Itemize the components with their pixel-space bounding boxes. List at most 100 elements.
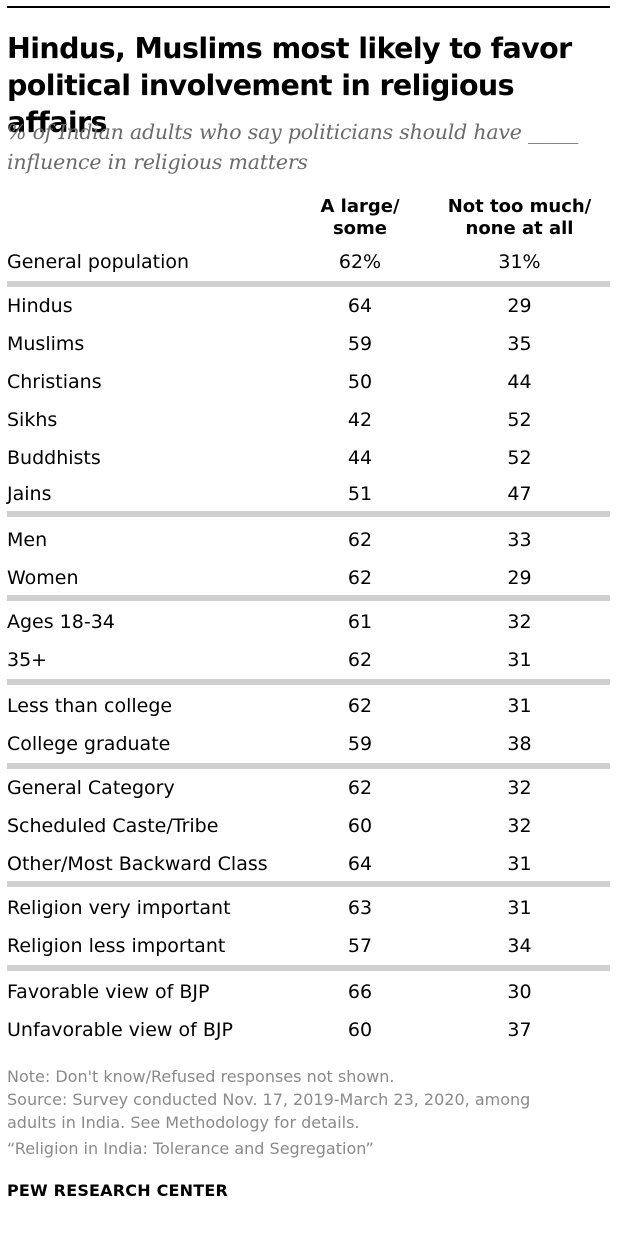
- table-row: Men 62 33: [0, 525, 620, 555]
- table-row: Religion very important 63 31: [0, 893, 620, 923]
- value-not-too-much: 44: [507, 371, 532, 393]
- value-large-some: 62: [347, 695, 373, 717]
- column-header-line: Not too much/: [447, 196, 592, 217]
- brand-logo-text: PEW RESEARCH CENTER: [7, 1181, 229, 1200]
- value-large-some: 44: [347, 447, 373, 469]
- row-label: Women: [7, 567, 79, 589]
- value-large-some: 62: [347, 529, 373, 551]
- title-line-1: Hindus, Muslims most likely to favor: [7, 32, 572, 65]
- report-title-line: “Religion in India: Tolerance and Segreg…: [7, 1139, 374, 1158]
- value-large-some: 64: [347, 853, 373, 875]
- subtitle-line-2: influence in religious matters: [7, 150, 308, 174]
- chart-title: Hindus, Muslims most likely to favor pol…: [7, 30, 613, 141]
- row-label: Less than college: [7, 695, 173, 717]
- row-label: Religion less important: [7, 935, 226, 957]
- value-not-too-much: 34: [507, 935, 532, 957]
- row-label: Christians: [7, 371, 102, 393]
- value-large-some: 59: [347, 333, 373, 355]
- value-not-too-much: 37: [507, 1019, 532, 1041]
- value-large-some: 42: [347, 409, 373, 431]
- value-large-some: 66: [347, 981, 373, 1003]
- column-header-large-some: A large/ some: [300, 196, 420, 240]
- table-row: Ages 18-34 61 32: [0, 607, 620, 637]
- row-label: General population: [7, 251, 190, 273]
- column-header-line: none at all: [465, 218, 574, 239]
- value-not-too-much: 33: [507, 529, 532, 551]
- value-not-too-much: 32: [507, 815, 532, 837]
- row-label: Favorable view of BJP: [7, 981, 210, 1003]
- table-row: Jains 51 47: [0, 479, 620, 509]
- value-not-too-much: 31: [507, 649, 532, 671]
- table-row: Other/Most Backward Class 64 31: [0, 849, 620, 879]
- column-header-not-too-much: Not too much/ none at all: [432, 196, 607, 240]
- value-not-too-much: 31: [507, 853, 532, 875]
- column-header-line: some: [332, 218, 388, 239]
- table-row: College graduate 59 38: [0, 729, 620, 759]
- table-row: Religion less important 57 34: [0, 931, 620, 961]
- top-rule: [7, 6, 610, 8]
- row-label: Jains: [7, 483, 52, 505]
- value-not-too-much: 32: [507, 777, 532, 799]
- value-large-some: 62: [347, 567, 373, 589]
- row-label: Scheduled Caste/Tribe: [7, 815, 219, 837]
- value-not-too-much: 35: [507, 333, 532, 355]
- row-label: Ages 18-34: [7, 611, 115, 633]
- table-row: Unfavorable view of BJP 60 37: [0, 1015, 620, 1045]
- value-large-some: 59: [347, 733, 373, 755]
- table-row: Christians 50 44: [0, 367, 620, 397]
- row-label: Other/Most Backward Class: [7, 853, 268, 875]
- table-row: Less than college 62 31: [0, 691, 620, 721]
- value-not-too-much: 31: [507, 695, 532, 717]
- group-separator: [7, 881, 610, 887]
- row-label: General Category: [7, 777, 175, 799]
- value-large-some: 50: [347, 371, 373, 393]
- row-label: Religion very important: [7, 897, 231, 919]
- table-row: Scheduled Caste/Tribe 60 32: [0, 811, 620, 841]
- row-label: College graduate: [7, 733, 171, 755]
- value-large-some: 62%: [338, 251, 382, 273]
- value-large-some: 62: [347, 649, 373, 671]
- group-separator: [7, 595, 610, 601]
- value-large-some: 64: [347, 295, 373, 317]
- row-label: 35+: [7, 649, 48, 671]
- group-separator: [7, 511, 610, 517]
- group-separator: [7, 679, 610, 685]
- value-not-too-much: 30: [507, 981, 532, 1003]
- value-not-too-much: 52: [507, 447, 532, 469]
- table-row: Favorable view of BJP 66 30: [0, 977, 620, 1007]
- table-row: General population 62% 31%: [0, 247, 620, 277]
- value-not-too-much: 29: [507, 295, 532, 317]
- table-row: 35+ 62 31: [0, 645, 620, 675]
- row-label: Unfavorable view of BJP: [7, 1019, 233, 1041]
- group-separator: [7, 281, 610, 287]
- value-not-too-much: 52: [507, 409, 532, 431]
- value-not-too-much: 47: [507, 483, 532, 505]
- value-not-too-much: 32: [507, 611, 532, 633]
- group-separator: [7, 763, 610, 769]
- value-large-some: 60: [347, 1019, 373, 1041]
- value-not-too-much: 31%: [498, 251, 541, 273]
- chart-subtitle: % of Indian adults who say politicians s…: [7, 117, 613, 177]
- value-large-some: 61: [347, 611, 373, 633]
- title-line-2: political involvement in religious affai…: [7, 69, 515, 139]
- table-row: General Category 62 32: [0, 773, 620, 803]
- value-not-too-much: 29: [507, 567, 532, 589]
- group-separator: [7, 965, 610, 971]
- value-large-some: 57: [347, 935, 373, 957]
- value-not-too-much: 38: [507, 733, 532, 755]
- value-large-some: 63: [347, 897, 373, 919]
- value-large-some: 60: [347, 815, 373, 837]
- table-row: Muslims 59 35: [0, 329, 620, 359]
- subtitle-line-1: % of Indian adults who say politicians s…: [7, 120, 579, 144]
- row-label: Men: [7, 529, 48, 551]
- value-large-some: 51: [347, 483, 373, 505]
- value-not-too-much: 31: [507, 897, 532, 919]
- column-header-line: A large/: [320, 196, 400, 217]
- note-line: Note: Don't know/Refused responses not s…: [7, 1067, 395, 1086]
- source-line: Source: Survey conducted Nov. 17, 2019-M…: [7, 1090, 531, 1109]
- source-line: adults in India. See Methodology for det…: [7, 1113, 360, 1132]
- table-row: Buddhists 44 52: [0, 443, 620, 473]
- table-row: Hindus 64 29: [0, 291, 620, 321]
- row-label: Sikhs: [7, 409, 58, 431]
- table-row: Women 62 29: [0, 563, 620, 593]
